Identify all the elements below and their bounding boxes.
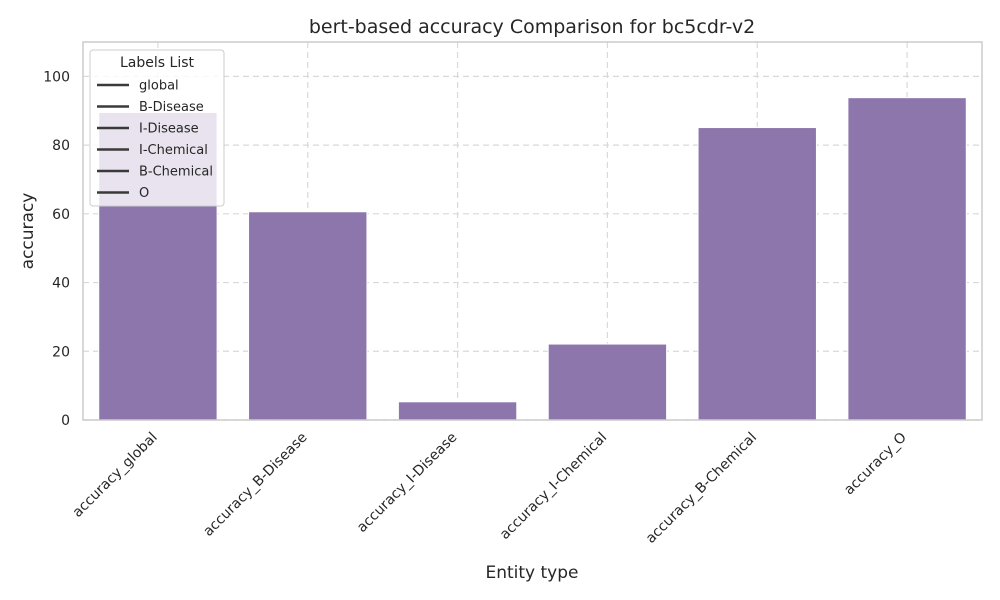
- legend-entry-label: B-Chemical: [139, 165, 213, 180]
- bars: [98, 97, 967, 421]
- y-tick-label: 100: [43, 69, 70, 85]
- legend-entry-label: O: [139, 186, 149, 201]
- x-tick-label: accuracy_I-Disease: [354, 430, 460, 536]
- x-tick-label: accuracy_global: [70, 430, 161, 521]
- legend-title: Labels List: [120, 55, 194, 71]
- bar: [397, 401, 518, 421]
- y-axis-ticks: 0 20 40 60 80 100: [43, 69, 70, 429]
- plot-frame: [82, 41, 983, 421]
- y-tick-label: 80: [52, 138, 70, 154]
- x-tick-label: accuracy_B-Chemical: [643, 430, 760, 547]
- bar: [547, 343, 668, 421]
- y-tick-label: 20: [52, 344, 70, 360]
- legend-entry-label: global: [139, 79, 179, 94]
- legend-entry-label: I-Disease: [139, 122, 199, 137]
- bar: [248, 211, 368, 421]
- y-tick-label: 0: [61, 413, 70, 429]
- x-tick-label: accuracy_O: [841, 430, 910, 499]
- legend-entries: global B-Disease I-Disease I-Chemical B-Chem…: [97, 79, 213, 201]
- legend-entry-label: I-Chemical: [139, 143, 208, 158]
- x-tick-label: accuracy_I-Chemical: [497, 430, 610, 543]
- y-axis-label: accuracy: [18, 193, 38, 270]
- bar: [847, 97, 967, 421]
- y-tick-label: 60: [52, 207, 70, 223]
- x-tick-label: accuracy_B-Disease: [200, 430, 310, 540]
- y-tick-label: 40: [52, 276, 70, 292]
- bar: [697, 127, 817, 421]
- legend: Labels List global B-Disease I-Disease I-Ch…: [89, 49, 225, 207]
- chart-title: bert-based accuracy Comparison for bc5cd…: [309, 16, 755, 38]
- x-axis-label: Entity type: [485, 563, 578, 583]
- x-axis-ticks: accuracy_global accuracy_B-Disease accurac…: [70, 430, 910, 547]
- legend-entry-label: B-Disease: [139, 100, 204, 115]
- legend-box: [89, 49, 225, 207]
